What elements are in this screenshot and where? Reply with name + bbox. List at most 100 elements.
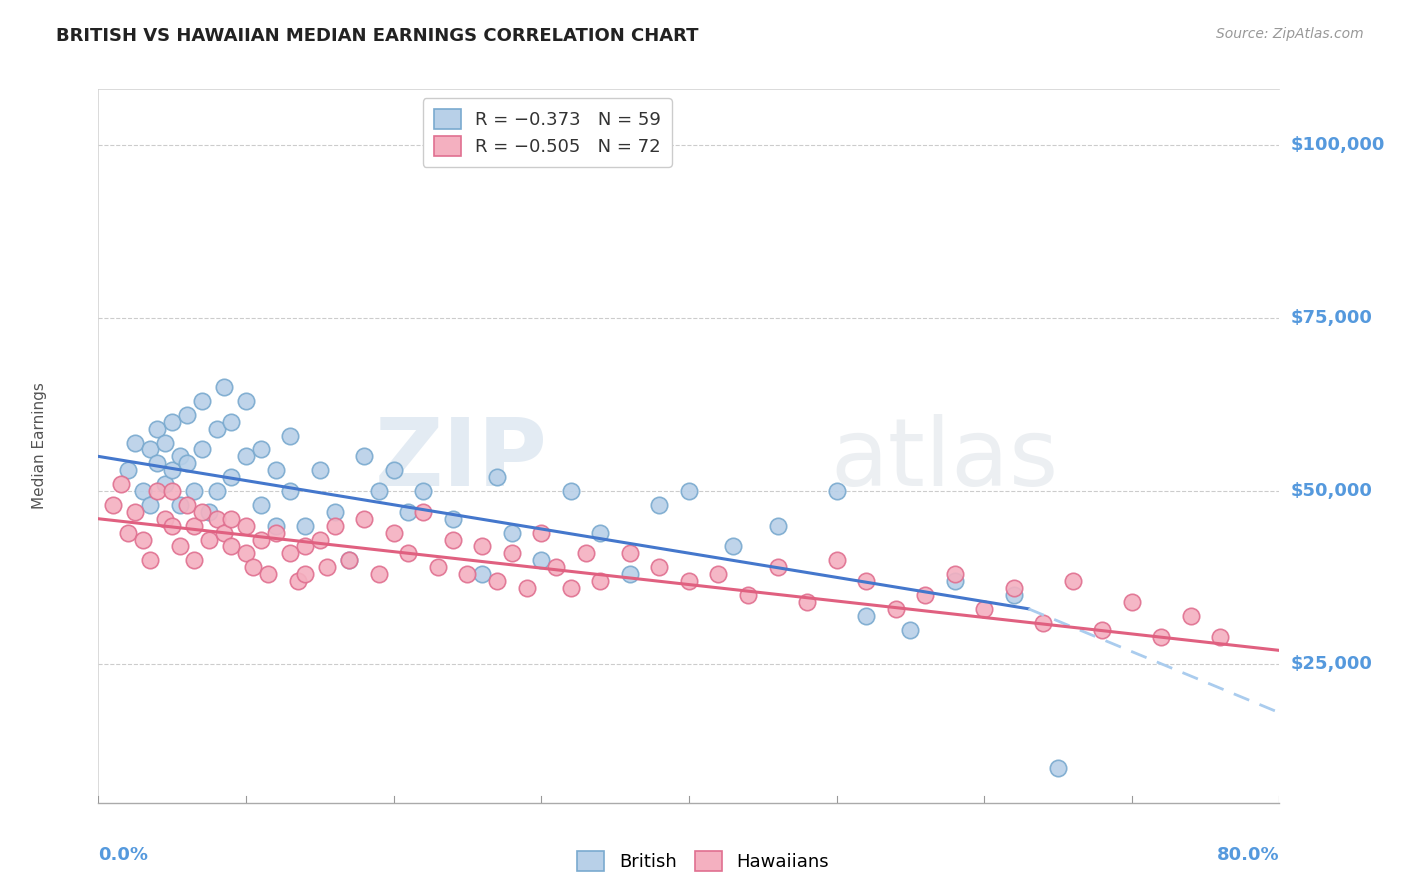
Point: [382, 463, 405, 477]
Point: [574, 546, 596, 560]
Point: [198, 533, 221, 547]
Point: [316, 560, 339, 574]
Text: 0.0%: 0.0%: [98, 846, 149, 863]
Point: [162, 463, 183, 477]
Point: [396, 546, 419, 560]
Point: [139, 442, 162, 457]
Point: [110, 477, 132, 491]
Point: [242, 560, 264, 574]
Point: [589, 574, 612, 588]
Point: [183, 553, 205, 567]
Point: [721, 540, 744, 554]
Point: [257, 567, 280, 582]
Text: $25,000: $25,000: [1291, 656, 1372, 673]
Point: [368, 483, 391, 498]
Point: [471, 567, 494, 582]
Point: [235, 546, 257, 560]
Point: [678, 483, 700, 498]
Point: [323, 518, 346, 533]
Point: [205, 512, 228, 526]
Point: [205, 483, 228, 498]
Point: [560, 483, 582, 498]
Point: [855, 574, 877, 588]
Point: [219, 512, 242, 526]
Point: [153, 435, 176, 450]
Point: [294, 518, 316, 533]
Point: [1180, 608, 1202, 623]
Point: [235, 394, 257, 409]
Point: [501, 546, 523, 560]
Point: [139, 498, 162, 512]
Point: [943, 567, 966, 582]
Point: [294, 567, 316, 582]
Point: [1002, 588, 1025, 602]
Point: [825, 553, 848, 567]
Point: [973, 602, 995, 616]
Text: $75,000: $75,000: [1291, 309, 1372, 326]
Point: [884, 602, 907, 616]
Point: [198, 505, 221, 519]
Point: [1002, 581, 1025, 595]
Point: [737, 588, 759, 602]
Point: [235, 450, 257, 464]
Point: [191, 505, 214, 519]
Text: $100,000: $100,000: [1291, 136, 1385, 153]
Point: [1150, 630, 1173, 644]
Point: [766, 560, 789, 574]
Point: [1062, 574, 1084, 588]
Point: [250, 442, 273, 457]
Point: [855, 608, 877, 623]
Point: [132, 483, 155, 498]
Point: [162, 518, 183, 533]
Point: [1121, 595, 1143, 609]
Legend: British, Hawaiians: British, Hawaiians: [569, 844, 837, 879]
Point: [169, 450, 191, 464]
Text: atlas: atlas: [831, 414, 1059, 507]
Point: [1091, 623, 1114, 637]
Point: [1046, 761, 1069, 775]
Point: [337, 553, 360, 567]
Point: [278, 428, 302, 442]
Point: [278, 483, 302, 498]
Point: [796, 595, 818, 609]
Point: [264, 525, 287, 540]
Point: [212, 380, 235, 394]
Point: [250, 533, 273, 547]
Point: [191, 442, 214, 457]
Point: [176, 456, 198, 470]
Point: [486, 470, 509, 484]
Point: [183, 483, 205, 498]
Point: [264, 518, 287, 533]
Text: $50,000: $50,000: [1291, 482, 1372, 500]
Point: [501, 525, 523, 540]
Point: [441, 533, 464, 547]
Point: [309, 533, 332, 547]
Point: [117, 463, 139, 477]
Point: [323, 505, 346, 519]
Point: [219, 470, 242, 484]
Point: [264, 463, 287, 477]
Point: [132, 533, 155, 547]
Point: [219, 540, 242, 554]
Point: [337, 553, 360, 567]
Point: [589, 525, 612, 540]
Point: [219, 415, 242, 429]
Point: [412, 505, 434, 519]
Text: BRITISH VS HAWAIIAN MEDIAN EARNINGS CORRELATION CHART: BRITISH VS HAWAIIAN MEDIAN EARNINGS CORR…: [56, 27, 699, 45]
Point: [486, 574, 509, 588]
Point: [456, 567, 478, 582]
Point: [124, 505, 146, 519]
Point: [162, 415, 183, 429]
Text: 80.0%: 80.0%: [1216, 846, 1279, 863]
Point: [353, 450, 375, 464]
Point: [353, 512, 375, 526]
Point: [124, 435, 146, 450]
Point: [169, 540, 191, 554]
Point: [412, 483, 434, 498]
Point: [530, 525, 553, 540]
Point: [648, 498, 671, 512]
Point: [515, 581, 537, 595]
Point: [427, 560, 450, 574]
Point: [146, 456, 169, 470]
Point: [139, 553, 162, 567]
